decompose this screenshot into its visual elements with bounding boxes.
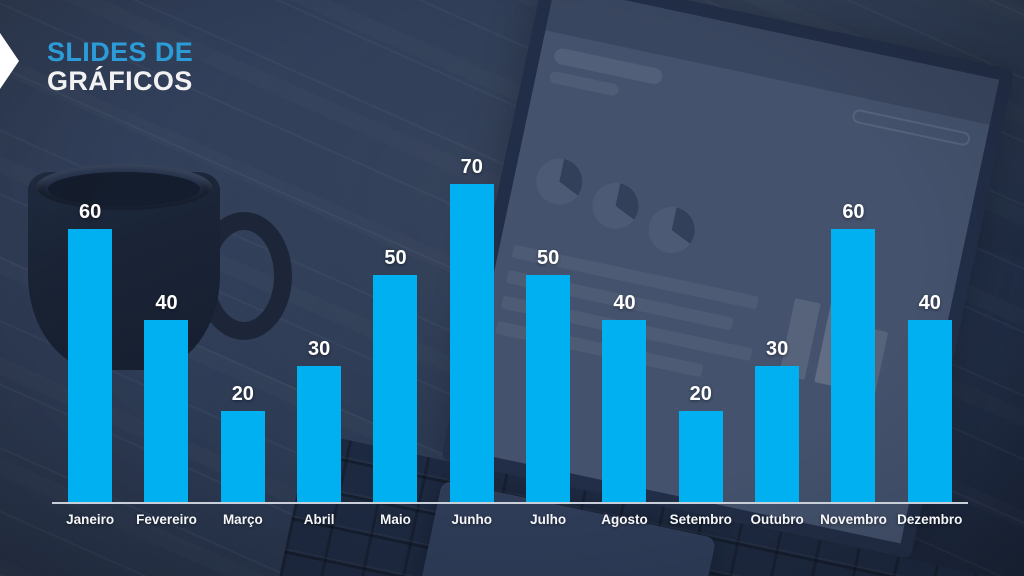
bar-value-label: 40 xyxy=(155,292,178,314)
bar-value-label: 50 xyxy=(537,246,560,269)
bar-column: 40 xyxy=(892,292,968,502)
category-label: Outubro xyxy=(750,512,804,527)
bar xyxy=(220,411,265,502)
bar-column: 40 xyxy=(586,292,662,502)
category-label: Setembro xyxy=(669,512,732,527)
bar-column: 40 xyxy=(128,292,204,502)
category-labels: Janeiro Fevereiro Março Abril Maio Junho Julho… xyxy=(52,504,968,527)
bar-column: 30 xyxy=(739,337,815,502)
category-label: Junho xyxy=(451,512,493,527)
category-label: Janeiro xyxy=(66,512,115,527)
bar-value-label: 50 xyxy=(384,246,407,269)
bar-column: 60 xyxy=(815,201,891,502)
bar xyxy=(526,274,571,502)
bar xyxy=(678,411,723,502)
bar-column: 20 xyxy=(205,383,281,502)
bar-column: 50 xyxy=(357,246,433,502)
bar xyxy=(907,320,952,502)
bar xyxy=(449,183,494,502)
bar-value-label: 30 xyxy=(308,337,331,360)
bar-value-label: 40 xyxy=(918,292,941,314)
category-label: Novembro xyxy=(820,512,887,527)
title-main-line: GRÁFICOS xyxy=(47,66,193,96)
bar-column: 50 xyxy=(510,246,586,502)
bar-value-label: 30 xyxy=(765,337,789,360)
bar-column: 70 xyxy=(434,155,510,502)
bar xyxy=(755,365,800,502)
bar xyxy=(373,274,418,502)
category-label: Dezembro xyxy=(897,512,963,527)
category-label: Março xyxy=(222,512,263,527)
bar-value-label: 20 xyxy=(231,383,254,405)
bar xyxy=(68,229,113,502)
title-accent-line: SLIDES DE xyxy=(47,37,194,67)
bar-column: 60 xyxy=(52,201,128,502)
bar-value-label: 70 xyxy=(460,155,483,178)
category-label: Julho xyxy=(530,512,567,527)
slide-title: SLIDES DE GRÁFICOS xyxy=(47,38,193,96)
bar-column: 30 xyxy=(281,337,357,502)
bar xyxy=(144,320,189,502)
category-label: Agosto xyxy=(601,512,648,527)
coffee-mug-interior xyxy=(48,172,200,206)
bar xyxy=(297,365,342,502)
bar-column: 20 xyxy=(663,383,739,502)
category-label: Abril xyxy=(303,512,335,527)
bar-value-label: 60 xyxy=(842,201,865,223)
bar-columns: 60 40 20 30 50 70 50 40 20 30 60 40 xyxy=(52,156,968,502)
bar-value-label: 40 xyxy=(613,292,636,314)
bar xyxy=(831,229,876,502)
bar-value-label: 60 xyxy=(79,201,102,223)
category-label: Maio xyxy=(380,512,411,527)
category-label: Fevereiro xyxy=(136,512,197,527)
x-axis-line xyxy=(52,502,968,504)
bar-value-label: 20 xyxy=(689,383,712,405)
bar xyxy=(602,320,647,502)
bar-chart: 60 40 20 30 50 70 50 40 20 30 60 40 Janeiro Fevereir… xyxy=(52,156,968,527)
